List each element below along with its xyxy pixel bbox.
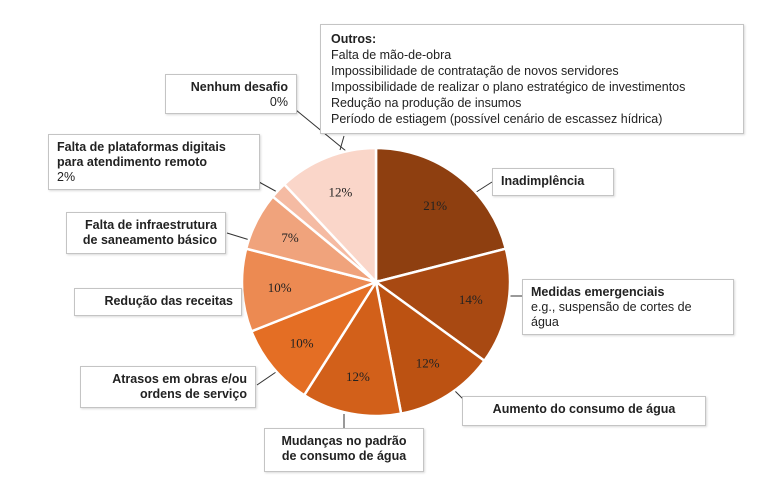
pie-slice-inadimplencia — [374, 146, 508, 284]
callout-infraestrutura-line-1: Falta de infraestrutura — [85, 218, 217, 232]
pie-slice-medidas-emergenciais — [373, 247, 512, 363]
pie-slice-atrasos-em-obras-e-ou-ordens-de-servico — [249, 279, 380, 397]
pie-slice-outros — [282, 146, 378, 286]
callout-medidas-line-3: água — [531, 315, 559, 329]
pie-value-label-outros: 12% — [329, 184, 353, 199]
callout-nenhum-title: Nenhum desafio — [190, 80, 288, 94]
callout-outros-line-3: Impossibilidade de realizar o plano estr… — [331, 80, 686, 94]
callout-atrasos-line-1: Atrasos em obras e/ou — [112, 372, 247, 386]
callout-outros-line-1: Falta de mão-de-obra — [331, 48, 452, 62]
callout-mudancas-line-2: de consumo de água — [281, 449, 407, 463]
pie-value-label-falta-de-infraestrutura-de-saneamento-basico: 7% — [281, 230, 299, 245]
callout-aumento-consumo: Aumento do consumo de água — [462, 396, 706, 426]
callout-aumento-line-1: Aumento do consumo de água — [492, 402, 676, 416]
callout-reducao-receitas: Redução das receitas — [74, 288, 242, 316]
callout-inadimplencia-line-1: Inadimplência — [501, 174, 585, 188]
leader-line-1 — [339, 135, 345, 151]
callout-plataformas-line-2: para atendimento remoto — [57, 155, 208, 169]
callout-medidas-line-1: Medidas emergenciais — [531, 285, 665, 299]
callout-outros-title: Outros: — [331, 32, 377, 46]
callout-nenhum-pct: 0% — [269, 95, 288, 109]
pie-value-label-inadimplencia: 21% — [423, 198, 447, 213]
callout-infraestrutura: Falta de infraestrutura de saneamento bá… — [66, 212, 226, 254]
callout-atrasos-line-2: ordens de serviço — [140, 387, 247, 401]
pie-value-label-reducao-das-receitas: 10% — [268, 280, 292, 295]
callout-inadimplencia: Inadimplência — [492, 168, 614, 196]
callout-mudancas-padrao: Mudanças no padrão de consumo de água — [264, 428, 424, 472]
callout-outros-line-5: Período de estiagem (possível cenário de… — [331, 112, 663, 126]
pie-slice-mudancas-no-padrao-de-consumo-de-agua — [302, 278, 403, 418]
callout-outros-line-2: Impossibilidade de contratação de novos … — [331, 64, 619, 78]
pie-value-label-mudancas-no-padrao-de-consumo-de-agua: 12% — [346, 369, 370, 384]
pie-slices — [240, 146, 512, 418]
pie-value-labels: 21% 14% 12% 12% 10% 10% 7% 12% — [268, 184, 483, 383]
pie-slice-aumento-do-consumo-de-agua — [374, 279, 487, 416]
callout-medidas-line-2: e.g., suspensão de cortes de — [531, 300, 692, 314]
callout-mudancas-line-1: Mudanças no padrão — [281, 434, 407, 448]
pie-value-label-atrasos-em-obras-e-ou-ordens-de-servico: 10% — [290, 335, 314, 350]
callout-medidas-emergenciais: Medidas emergenciais e.g., suspensão de … — [522, 279, 734, 335]
pie-value-label-medidas-emergenciais: 14% — [459, 292, 483, 307]
leader-line-3 — [258, 181, 280, 194]
callout-outros-line-4: Redução na produção de insumos — [331, 96, 522, 110]
callout-receitas-line-1: Redução das receitas — [104, 294, 233, 308]
pie-slice-reducao-das-receitas — [240, 247, 381, 333]
callout-outros: Outros: Falta de mão-de-obra Impossibili… — [320, 24, 744, 134]
callout-plataformas-pct: 2% — [57, 170, 76, 184]
pie-value-label-aumento-do-consumo-de-agua: 12% — [416, 355, 440, 370]
callout-plataformas-line-1: Falta de plataformas digitais — [57, 140, 226, 154]
callout-infraestrutura-line-2: de saneamento básico — [82, 233, 217, 247]
callout-plataformas-digitais: Falta de plataformas digitais para atend… — [48, 134, 260, 190]
callout-nenhum-desafio: Nenhum desafio 0% — [165, 74, 297, 114]
callout-atrasos-obras: Atrasos em obras e/ou ordens de serviço — [80, 366, 256, 408]
